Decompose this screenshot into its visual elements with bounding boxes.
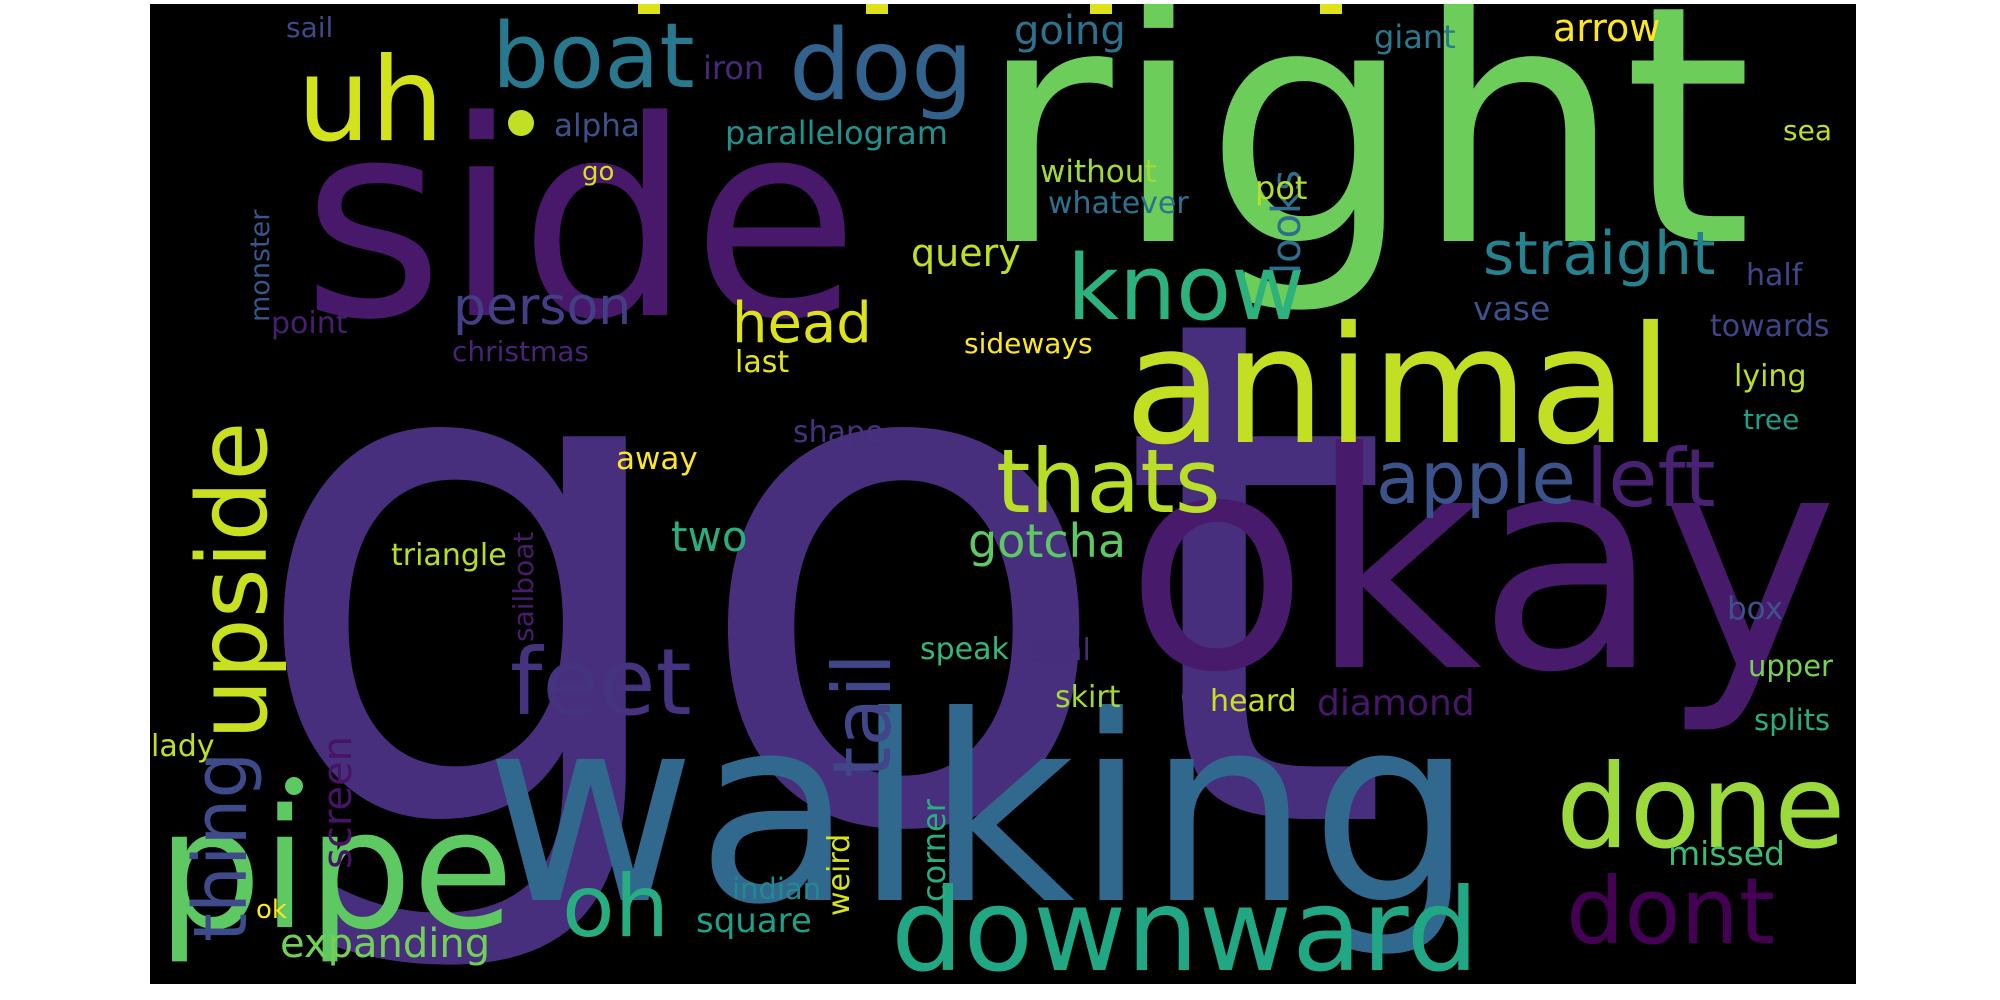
word-skirt: skirt	[1055, 680, 1121, 715]
word-dont: dont	[1566, 858, 1776, 965]
word-straight: straight	[1483, 219, 1716, 289]
word-oh: oh	[562, 857, 670, 957]
word-speak: speak	[920, 632, 1009, 667]
word-lying: lying	[1734, 359, 1807, 394]
word-pot: pot	[1255, 169, 1308, 207]
word-pipe: pipe	[157, 774, 514, 966]
word-thing: thing	[178, 751, 264, 942]
word-downward: downward	[891, 864, 1479, 985]
word-cloud: got right side okay walking animal pipe …	[150, 4, 1856, 984]
word-query: query	[911, 231, 1021, 275]
word-indian: indian	[732, 872, 822, 906]
word-heard: heard	[1210, 684, 1297, 719]
word-gotcha: gotcha	[968, 514, 1127, 568]
word-away: away	[616, 441, 698, 477]
word-monster: monster	[245, 209, 276, 322]
clipped-glyph	[1320, 4, 1342, 14]
word-sailboat: sailboat	[507, 531, 540, 642]
word-lady: lady	[151, 729, 215, 764]
word-point: point	[271, 306, 348, 341]
word-half: half	[1746, 258, 1803, 293]
word-left: left	[1586, 432, 1716, 525]
word-go: go	[582, 157, 615, 187]
word-whatever: whatever	[1048, 186, 1189, 221]
word-animal: animal	[1124, 293, 1674, 481]
word-ok: ok	[256, 895, 287, 925]
word-shape: shape	[793, 415, 884, 450]
word-tail: tail	[816, 653, 909, 778]
word-box: box	[1727, 591, 1784, 627]
word-expanding: expanding	[280, 921, 491, 967]
word-side: side	[302, 64, 860, 380]
clipped-glyph	[866, 4, 888, 14]
word-seal: seal	[1030, 633, 1091, 668]
word-sail: sail	[286, 11, 334, 44]
word-know: know	[1067, 236, 1305, 341]
word-weird: weird	[822, 833, 857, 916]
word-giant: giant	[1374, 18, 1456, 56]
word-arrow: arrow	[1553, 6, 1661, 50]
word-apple: apple	[1376, 436, 1576, 520]
word-uh: uh	[297, 33, 445, 168]
word-boat: boat	[492, 4, 695, 109]
word-upper: upper	[1748, 649, 1833, 683]
word-without: without	[1040, 154, 1157, 190]
word-missed: missed	[1668, 834, 1785, 873]
word-last: last	[735, 345, 790, 380]
word-parallelogram: parallelogram	[725, 114, 948, 152]
word-sideways: sideways	[964, 327, 1093, 360]
word-towards: towards	[1710, 309, 1830, 344]
stray-dot	[1182, 684, 1208, 710]
word-splits: splits	[1754, 703, 1831, 737]
word-upside: upside	[177, 421, 289, 740]
word-thats: thats	[996, 430, 1221, 533]
word-person: person	[453, 277, 632, 337]
clipped-glyph	[1090, 4, 1112, 14]
word-alpha: alpha	[554, 108, 640, 144]
word-going: going	[1014, 8, 1126, 54]
stray-dot	[285, 777, 303, 795]
stray-dot	[508, 110, 534, 136]
word-okay: okay	[1125, 389, 1839, 738]
word-two: two	[671, 512, 748, 561]
word-triangle: triangle	[391, 538, 507, 573]
word-diamond: diamond	[1317, 683, 1475, 724]
word-got: got	[245, 170, 1393, 984]
word-sea: sea	[1783, 114, 1832, 147]
word-iron: iron	[703, 49, 765, 87]
word-screen: screen	[315, 736, 361, 869]
clipped-glyph	[638, 4, 660, 14]
word-dog: dog	[789, 9, 974, 123]
word-vase: vase	[1473, 289, 1551, 328]
word-head: head	[732, 291, 872, 356]
word-right: right	[977, 4, 1753, 319]
word-feet: feet	[510, 629, 692, 736]
word-done: done	[1556, 740, 1846, 875]
word-square: square	[696, 901, 812, 941]
word-walking: walking	[485, 661, 1475, 961]
word-tree: tree	[1743, 403, 1800, 436]
word-christmas: christmas	[452, 335, 590, 368]
word-corner: corner	[915, 799, 953, 902]
